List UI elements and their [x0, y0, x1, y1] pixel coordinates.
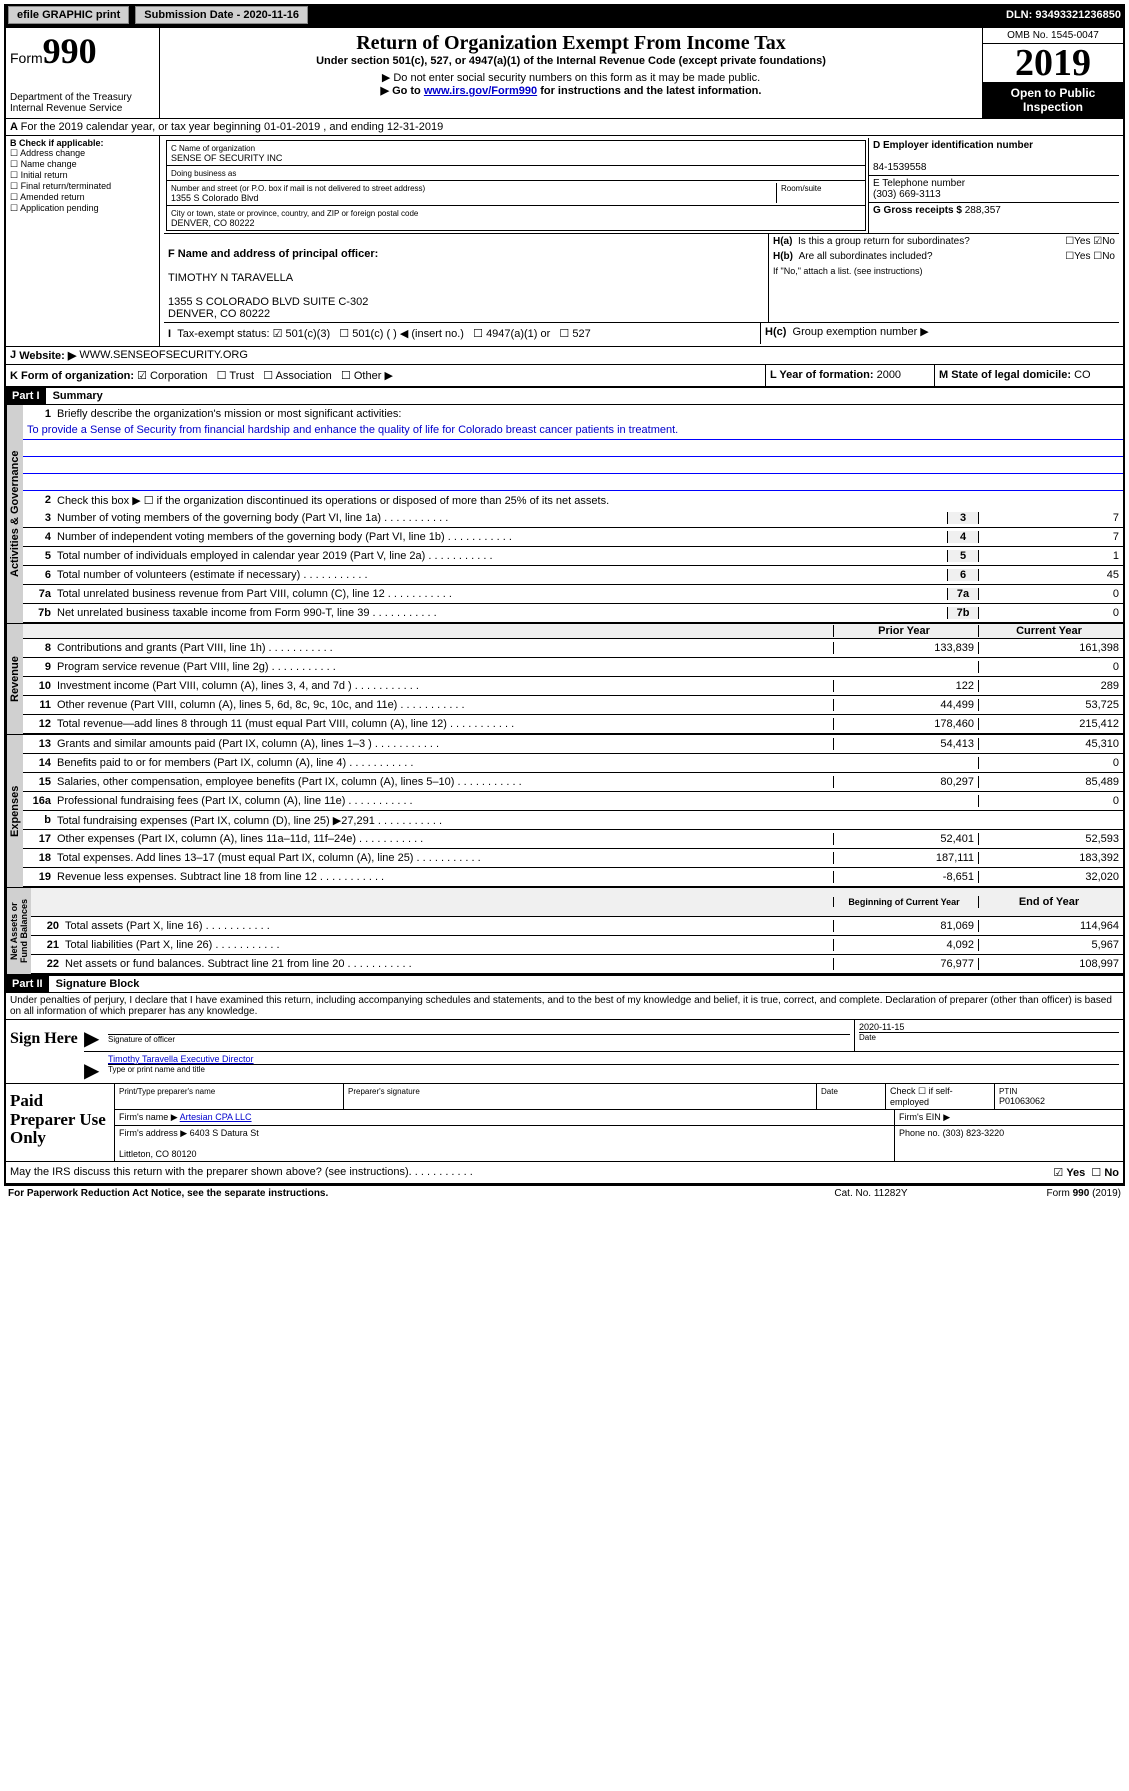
ssn-note: ▶ Do not enter social security numbers o…	[164, 71, 978, 84]
section-a: A For the 2019 calendar year, or tax yea…	[6, 119, 1123, 136]
org-form-1[interactable]: ☐ Trust	[214, 370, 261, 382]
section-b: B Check if applicable: ☐ Address change☐…	[6, 136, 160, 346]
line-16a: 16aProfessional fundraising fees (Part I…	[23, 792, 1123, 811]
vlabel-revenue: Revenue	[6, 624, 23, 734]
top-bar: efile GRAPHIC print Submission Date - 20…	[4, 4, 1125, 26]
sign-here-section: Sign Here ▶ Signature of officer 2020-11…	[6, 1020, 1123, 1084]
section-h: H(a) Is this a group return for subordin…	[768, 234, 1119, 322]
part2-header: Part II	[6, 976, 49, 992]
firm-phone: (303) 823-3220	[943, 1128, 1005, 1138]
vlabel-netassets: Net Assets orFund Balances	[6, 888, 31, 974]
form-number-footer: Form 990 (2019)	[971, 1188, 1121, 1199]
inspection-badge: Open to Public Inspection	[983, 82, 1123, 118]
form-container: Form990 Department of the Treasury Inter…	[4, 26, 1125, 1186]
section-b-to-h: B Check if applicable: ☐ Address change☐…	[6, 136, 1123, 347]
gross-receipts: 288,357	[965, 205, 1001, 216]
summary-line-6: 6Total number of volunteers (estimate if…	[23, 566, 1123, 585]
vlabel-activities: Activities & Governance	[6, 405, 23, 623]
officer-name[interactable]: Timothy Taravella Executive Director	[108, 1054, 254, 1064]
line-b: bTotal fundraising expenses (Part IX, co…	[23, 811, 1123, 830]
checkbox-address-change[interactable]: ☐ Address change	[10, 148, 155, 159]
submission-btn[interactable]: Submission Date - 2020-11-16	[135, 6, 308, 24]
sig-date: 2020-11-15	[859, 1022, 904, 1032]
form-header: Form990 Department of the Treasury Inter…	[6, 28, 1123, 119]
line-10: 10Investment income (Part VIII, column (…	[23, 677, 1123, 696]
checkbox-name-change[interactable]: ☐ Name change	[10, 159, 155, 170]
tax-status-2[interactable]: ☐ 4947(a)(1) or	[470, 328, 556, 340]
tax-status-0[interactable]: ☑ 501(c)(3)	[273, 328, 337, 340]
form-title: Return of Organization Exempt From Incom…	[164, 32, 978, 55]
org-form-3[interactable]: ☐ Other ▶	[338, 370, 399, 382]
checkbox-initial-return[interactable]: ☐ Initial return	[10, 170, 155, 181]
line-19: 19Revenue less expenses. Subtract line 1…	[23, 868, 1123, 887]
line-22: 22Net assets or fund balances. Subtract …	[31, 955, 1123, 974]
firm-name[interactable]: Artesian CPA LLC	[180, 1112, 252, 1122]
line-12: 12Total revenue—add lines 8 through 11 (…	[23, 715, 1123, 734]
section-i: I Tax-exempt status: ☑ 501(c)(3) ☐ 501(c…	[164, 323, 760, 344]
section-hc: H(c) Group exemption number ▶	[760, 323, 1119, 344]
year-formation: 2000	[877, 369, 901, 381]
vlabel-expenses: Expenses	[6, 735, 23, 887]
checkbox-amended-return[interactable]: ☐ Amended return	[10, 192, 155, 203]
part1-header: Part I	[6, 388, 46, 404]
line-13: 13Grants and similar amounts paid (Part …	[23, 735, 1123, 754]
org-form-0[interactable]: ☑ Corporation	[137, 370, 214, 382]
phone: (303) 669-3113	[873, 189, 941, 200]
summary-line-3: 3Number of voting members of the governi…	[23, 509, 1123, 528]
section-j: J Website: ▶ WWW.SENSEOFSECURITY.ORG	[6, 347, 1123, 365]
ein: 84-1539558	[873, 162, 926, 173]
org-form-2[interactable]: ☐ Association	[260, 370, 338, 382]
tax-status-1[interactable]: ☐ 501(c) ( ) ◀ (insert no.)	[336, 328, 470, 340]
section-d-e-g: D Employer identification number 84-1539…	[868, 138, 1119, 233]
tax-status-3[interactable]: ☐ 527	[556, 328, 596, 340]
org-name: SENSE OF SECURITY INC	[171, 153, 282, 163]
dln: DLN: 93493321236850	[1006, 9, 1121, 21]
summary-line-7a: 7aTotal unrelated business revenue from …	[23, 585, 1123, 604]
line-11: 11Other revenue (Part VIII, column (A), …	[23, 696, 1123, 715]
line-20: 20Total assets (Part X, line 16)81,06911…	[31, 917, 1123, 936]
irs-discuss: May the IRS discuss this return with the…	[6, 1162, 1123, 1184]
expenses-section: Expenses 13Grants and similar amounts pa…	[6, 735, 1123, 888]
line-21: 21Total liabilities (Part X, line 26)4,0…	[31, 936, 1123, 955]
section-c: C Name of organization SENSE OF SECURITY…	[166, 140, 866, 231]
street-address: 1355 S Colorado Blvd	[171, 193, 259, 203]
activities-governance: Activities & Governance 1 Briefly descri…	[6, 405, 1123, 624]
line-18: 18Total expenses. Add lines 13–17 (must …	[23, 849, 1123, 868]
efile-btn[interactable]: efile GRAPHIC print	[8, 6, 129, 24]
mission-text: To provide a Sense of Security from fina…	[23, 423, 1123, 440]
line-9: 9Program service revenue (Part VIII, lin…	[23, 658, 1123, 677]
city-state-zip: DENVER, CO 80222	[171, 218, 255, 228]
part1-title: Summary	[49, 388, 107, 404]
form-footer: For Paperwork Reduction Act Notice, see …	[4, 1186, 1125, 1201]
form-number: Form990	[10, 30, 155, 72]
summary-line-5: 5Total number of individuals employed in…	[23, 547, 1123, 566]
website: WWW.SENSEOFSECURITY.ORG	[79, 349, 247, 362]
checkbox-application-pending[interactable]: ☐ Application pending	[10, 203, 155, 214]
summary-line-4: 4Number of independent voting members of…	[23, 528, 1123, 547]
line-14: 14Benefits paid to or for members (Part …	[23, 754, 1123, 773]
perjury-declaration: Under penalties of perjury, I declare th…	[6, 993, 1123, 1020]
dept-treasury: Department of the Treasury Internal Reve…	[10, 92, 155, 114]
checkbox-final-return-terminated[interactable]: ☐ Final return/terminated	[10, 181, 155, 192]
revenue-section: Revenue Prior Year Current Year 8Contrib…	[6, 624, 1123, 735]
paid-preparer-section: Paid Preparer Use Only Print/Type prepar…	[6, 1084, 1123, 1162]
tax-year: 2019	[983, 44, 1123, 82]
part2-title: Signature Block	[52, 976, 144, 992]
netassets-section: Net Assets orFund Balances Beginning of …	[6, 888, 1123, 975]
form-subtitle: Under section 501(c), 527, or 4947(a)(1)…	[164, 55, 978, 67]
section-k-l-m: K Form of organization: ☑ Corporation ☐ …	[6, 365, 1123, 387]
section-f: F Name and address of principal officer:…	[164, 234, 768, 322]
line-17: 17Other expenses (Part IX, column (A), l…	[23, 830, 1123, 849]
line-15: 15Salaries, other compensation, employee…	[23, 773, 1123, 792]
goto-link-line: ▶ Go to www.irs.gov/Form990 for instruct…	[164, 84, 978, 97]
summary-line-7b: 7bNet unrelated business taxable income …	[23, 604, 1123, 623]
irs-link[interactable]: www.irs.gov/Form990	[424, 85, 537, 97]
state-domicile: CO	[1074, 369, 1091, 381]
ptin: P01063062	[999, 1096, 1045, 1106]
line-8: 8Contributions and grants (Part VIII, li…	[23, 639, 1123, 658]
